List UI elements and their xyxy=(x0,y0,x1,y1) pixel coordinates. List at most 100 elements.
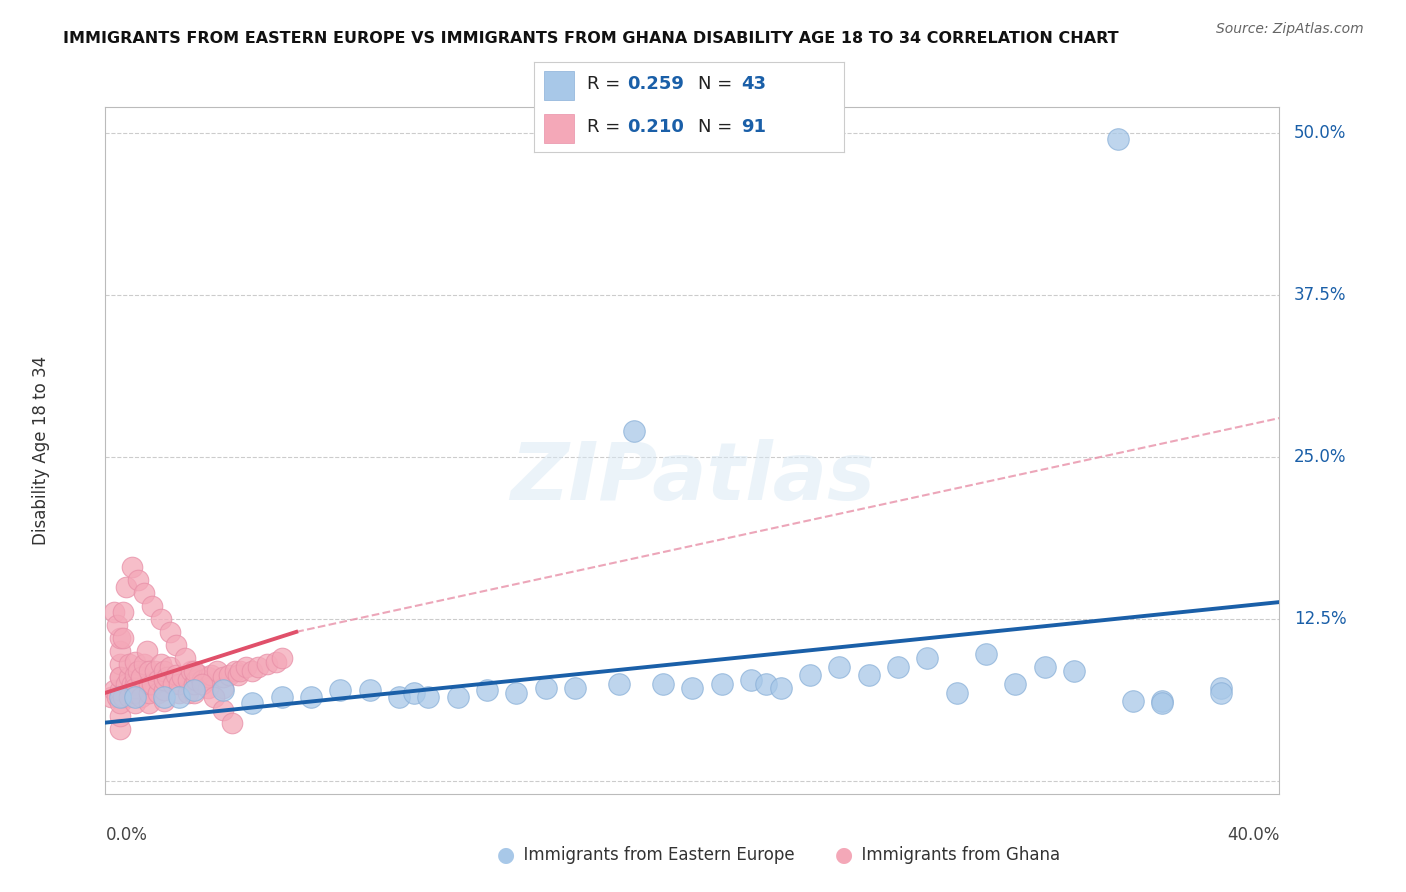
Point xyxy=(112,632,135,646)
Point xyxy=(176,673,198,687)
Text: 0.259: 0.259 xyxy=(627,75,683,93)
Point xyxy=(165,667,187,681)
Point xyxy=(105,618,128,632)
Point xyxy=(623,424,645,438)
Text: 12.5%: 12.5% xyxy=(1294,610,1347,628)
Point xyxy=(127,664,149,678)
Text: IMMIGRANTS FROM EASTERN EUROPE VS IMMIGRANTS FROM GHANA DISABILITY AGE 18 TO 34 : IMMIGRANTS FROM EASTERN EUROPE VS IMMIGR… xyxy=(63,31,1119,46)
Point xyxy=(200,667,222,681)
Point xyxy=(402,686,425,700)
Point xyxy=(115,580,138,594)
Point xyxy=(682,681,704,695)
Point xyxy=(108,722,131,736)
Point xyxy=(132,657,155,672)
Point xyxy=(221,715,243,730)
Text: 25.0%: 25.0% xyxy=(1294,448,1347,466)
Point xyxy=(475,683,498,698)
Point xyxy=(180,664,202,678)
Point xyxy=(153,673,176,687)
Point xyxy=(167,690,190,704)
Text: 91: 91 xyxy=(741,118,766,136)
Text: 40.0%: 40.0% xyxy=(1227,826,1279,845)
Point xyxy=(256,657,278,672)
Point xyxy=(740,673,762,687)
Point xyxy=(148,686,170,700)
Text: 43: 43 xyxy=(741,75,766,93)
Point xyxy=(103,683,125,698)
Point xyxy=(1107,132,1129,146)
Text: Disability Age 18 to 34: Disability Age 18 to 34 xyxy=(32,356,49,545)
Point xyxy=(974,647,997,661)
Point xyxy=(100,690,122,704)
Point xyxy=(505,686,527,700)
Point xyxy=(108,690,131,704)
Bar xyxy=(544,114,575,143)
Point xyxy=(186,673,208,687)
Point xyxy=(240,664,263,678)
Point xyxy=(270,690,292,704)
Point xyxy=(755,677,778,691)
Point xyxy=(240,696,263,710)
Point xyxy=(143,664,166,678)
Point xyxy=(211,683,233,698)
Point xyxy=(124,696,146,710)
Point xyxy=(121,677,143,691)
Point xyxy=(652,677,675,691)
Point xyxy=(162,677,184,691)
Point xyxy=(418,690,440,704)
Point xyxy=(197,681,219,695)
Point xyxy=(156,670,179,684)
Point xyxy=(153,683,176,698)
Point xyxy=(202,690,225,704)
Point xyxy=(329,683,352,698)
Point xyxy=(247,660,270,674)
Text: N =: N = xyxy=(699,118,738,136)
Text: 50.0%: 50.0% xyxy=(1294,124,1347,142)
Point xyxy=(108,670,131,684)
Point xyxy=(1209,686,1232,700)
Point xyxy=(218,667,240,681)
Point xyxy=(148,673,170,687)
Point xyxy=(170,670,193,684)
Point xyxy=(108,657,131,672)
Point xyxy=(108,683,131,698)
Point xyxy=(124,681,146,695)
Point xyxy=(183,686,205,700)
Point xyxy=(124,667,146,681)
Point xyxy=(1033,660,1056,674)
Text: ●: ● xyxy=(835,845,852,864)
Point xyxy=(446,690,468,704)
Point xyxy=(828,660,851,674)
Point xyxy=(124,690,146,704)
Text: Source: ZipAtlas.com: Source: ZipAtlas.com xyxy=(1216,22,1364,37)
Point xyxy=(299,690,322,704)
Point xyxy=(138,686,160,700)
Point xyxy=(799,667,821,681)
Point xyxy=(769,681,792,695)
Point xyxy=(108,644,131,658)
Point xyxy=(205,664,228,678)
Point xyxy=(129,670,152,684)
Point xyxy=(138,677,160,691)
Point xyxy=(138,696,160,710)
Point xyxy=(235,660,257,674)
Point xyxy=(105,690,128,704)
Point xyxy=(118,657,141,672)
Point xyxy=(108,670,131,684)
Point xyxy=(1004,677,1026,691)
Point xyxy=(197,670,219,684)
Text: N =: N = xyxy=(699,75,738,93)
Point xyxy=(141,599,163,613)
Point xyxy=(121,560,143,574)
Point xyxy=(108,696,131,710)
Point xyxy=(127,573,149,587)
Point xyxy=(153,693,176,707)
Point xyxy=(108,709,131,723)
Point xyxy=(211,681,233,695)
Point xyxy=(112,690,135,704)
Point xyxy=(183,677,205,691)
Point xyxy=(211,670,233,684)
Text: Immigrants from Ghana: Immigrants from Ghana xyxy=(851,846,1060,863)
Point xyxy=(138,664,160,678)
Text: R =: R = xyxy=(586,75,626,93)
